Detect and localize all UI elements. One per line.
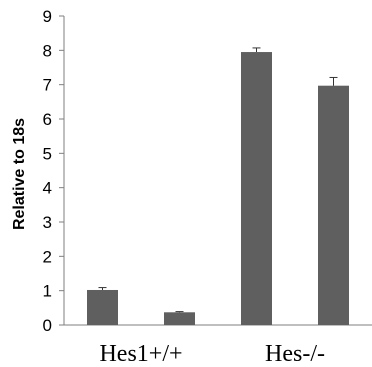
y-tick-label: 3 <box>43 213 52 232</box>
y-axis-label: Relative to 18s <box>11 118 28 230</box>
group-label: Hes1+/+ <box>99 341 182 367</box>
y-tick-label: 8 <box>43 41 52 60</box>
group-label: Hes-/- <box>265 341 325 367</box>
y-tick-label: 5 <box>43 144 52 163</box>
bar <box>87 289 118 325</box>
bar <box>241 52 272 326</box>
y-tick-label: 7 <box>43 76 52 95</box>
y-tick-label: 1 <box>43 282 52 301</box>
bar <box>318 85 349 326</box>
bar <box>164 312 195 325</box>
y-tick-label: 4 <box>43 179 52 198</box>
y-tick-label: 6 <box>43 110 52 129</box>
y-tick-label: 0 <box>43 316 52 335</box>
y-tick-label: 2 <box>43 247 52 266</box>
y-tick-label: 9 <box>43 7 52 26</box>
